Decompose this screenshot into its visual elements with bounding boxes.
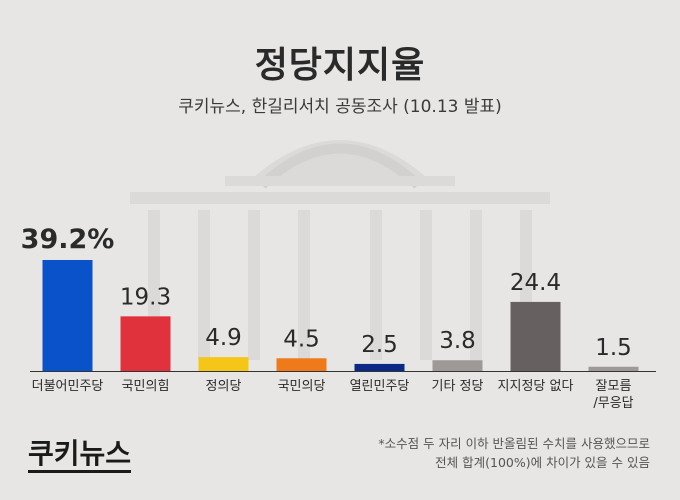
category-label-3: 국민의당 [278,379,326,394]
bar-1 [120,316,171,371]
category-label-1: 국민의힘 [122,379,170,394]
data-label-6: 24.4 [510,270,561,296]
bar-5 [432,360,483,371]
brand-logo: 쿠키뉴스 [28,432,132,473]
logo-text: 쿠키뉴스 [28,437,132,473]
chart-title: 정당지지율 [254,45,426,86]
data-label-0: 39.2% [21,224,115,255]
data-label-3: 4.5 [283,326,320,352]
data-label-1: 19.3 [120,284,171,310]
category-label-4: 열린민주당 [350,379,410,394]
bar-4 [354,363,405,371]
category-label-6: 지지정당 없다 [498,379,574,394]
category-label-2: 정의당 [206,379,242,394]
category-label-7: 잘모름 [596,379,632,394]
chart-subtitle: 쿠키뉴스, 한길리서치 공동조사 (10.13 발표) [178,97,502,117]
category-label-0: 더불어민주당 [32,379,104,394]
bar-7 [588,366,639,371]
data-label-2: 4.9 [205,325,242,351]
data-label-5: 3.8 [439,328,476,354]
bar-3 [276,358,327,371]
data-label-7: 1.5 [595,335,632,361]
bar-2 [198,357,249,371]
bar-0 [42,260,93,371]
footnote: *소수점 두 자리 이하 반올림된 수치를 사용했으므로 전체 합계(100%)… [378,434,650,472]
category-label-5: 기타 정당 [432,379,484,394]
footnote-line-1: *소수점 두 자리 이하 반올림된 수치를 사용했으므로 [378,436,650,451]
category-label-7-line-1: /무응답 [593,396,633,411]
data-label-4: 2.5 [361,332,398,358]
footnote-line-2: 전체 합계(100%)에 차이가 있을 수 있음 [435,455,650,470]
bar-6 [510,301,561,371]
